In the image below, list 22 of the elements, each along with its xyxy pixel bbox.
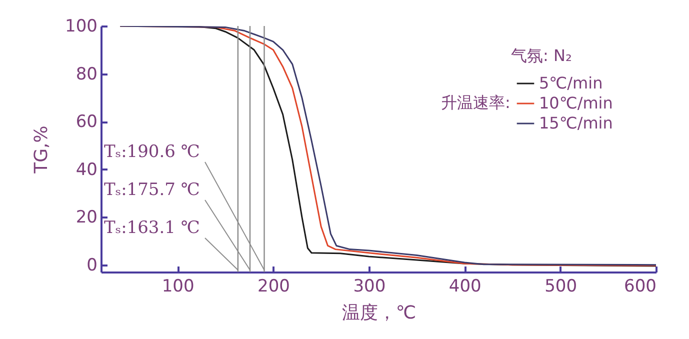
x-tick-label: 400 <box>448 276 482 296</box>
y-tick-label: 40 <box>76 160 98 180</box>
y-axis-title: TG,% <box>31 126 52 174</box>
legend-title: 升温速率: <box>441 93 510 112</box>
y-tick-label: 60 <box>76 112 98 132</box>
x-tick-label: 500 <box>544 276 578 296</box>
legend-label: 10℃/min <box>539 94 613 112</box>
ref-line-label: Tₛ:175.7 ℃ <box>104 180 200 200</box>
y-tick-label: 80 <box>76 64 98 84</box>
y-tick-label: 0 <box>86 255 98 276</box>
legend-label: 15℃/min <box>539 114 613 132</box>
x-tick-label: 100 <box>162 276 194 296</box>
x-tick-label: 200 <box>258 276 290 296</box>
legend-label: 5℃/min <box>539 74 603 92</box>
x-tick-label: 600 <box>624 276 656 296</box>
x-axis-title: 温度，℃ <box>342 302 416 324</box>
y-tick-label: 20 <box>76 208 98 228</box>
y-tick-label: 100 <box>65 16 98 36</box>
ref-line-label: Tₛ:190.6 ℃ <box>104 142 200 162</box>
x-tick-label: 300 <box>353 276 386 296</box>
annotation: 气氛: N₂ <box>511 46 572 65</box>
ref-line-label: Tₛ:163.1 ℃ <box>104 218 200 238</box>
